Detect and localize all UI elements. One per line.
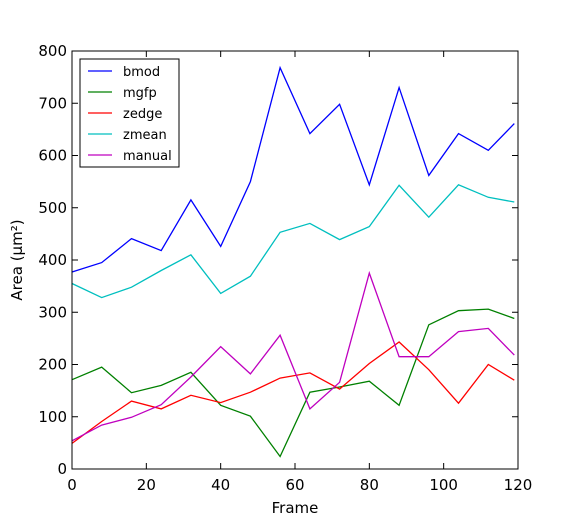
x-tick-label: 40 [211,476,230,494]
y-axis-label: Area (μm²) [8,219,26,300]
y-tick-label: 300 [38,303,67,321]
y-tick-label: 100 [38,408,67,426]
x-tick-label: 20 [137,476,156,494]
x-tick-label: 120 [504,476,533,494]
y-tick-label: 500 [38,199,67,217]
legend-label-bmod: bmod [123,65,160,80]
series-line-zmean [71,184,515,299]
y-tick-label: 0 [57,460,67,478]
x-tick-label: 80 [360,476,379,494]
x-tick-label: 0 [67,476,77,494]
legend-label-manual: manual [123,149,172,164]
legend-label-zmean: zmean [123,128,167,143]
series-line-zedge [71,341,515,444]
legend-label-mgfp: mgfp [123,86,157,101]
x-tick-label: 60 [285,476,304,494]
x-axis-label: Frame [272,499,319,517]
legend-label-zedge: zedge [123,107,162,122]
series-line-bmod [71,65,515,273]
y-tick-label: 400 [38,251,67,269]
y-tick-labels: 0 100 200 300 400 500 600 700 800 [38,42,67,478]
legend-entries: bmod mgfp zedge zmean manual [88,65,172,164]
series-line-mgfp [71,308,515,458]
y-tick-label: 800 [38,42,67,60]
y-tick-label: 200 [38,356,67,374]
x-tick-label: 100 [429,476,458,494]
plot-frame [71,50,519,470]
series-layer [71,65,515,458]
x-tick-labels: 0 20 40 60 80 100 120 [67,476,532,494]
y-tick-label: 700 [38,94,67,112]
y-tick-label: 600 [38,147,67,165]
series-line-manual [71,270,515,442]
legend: bmod mgfp zedge zmean manual [79,58,180,168]
